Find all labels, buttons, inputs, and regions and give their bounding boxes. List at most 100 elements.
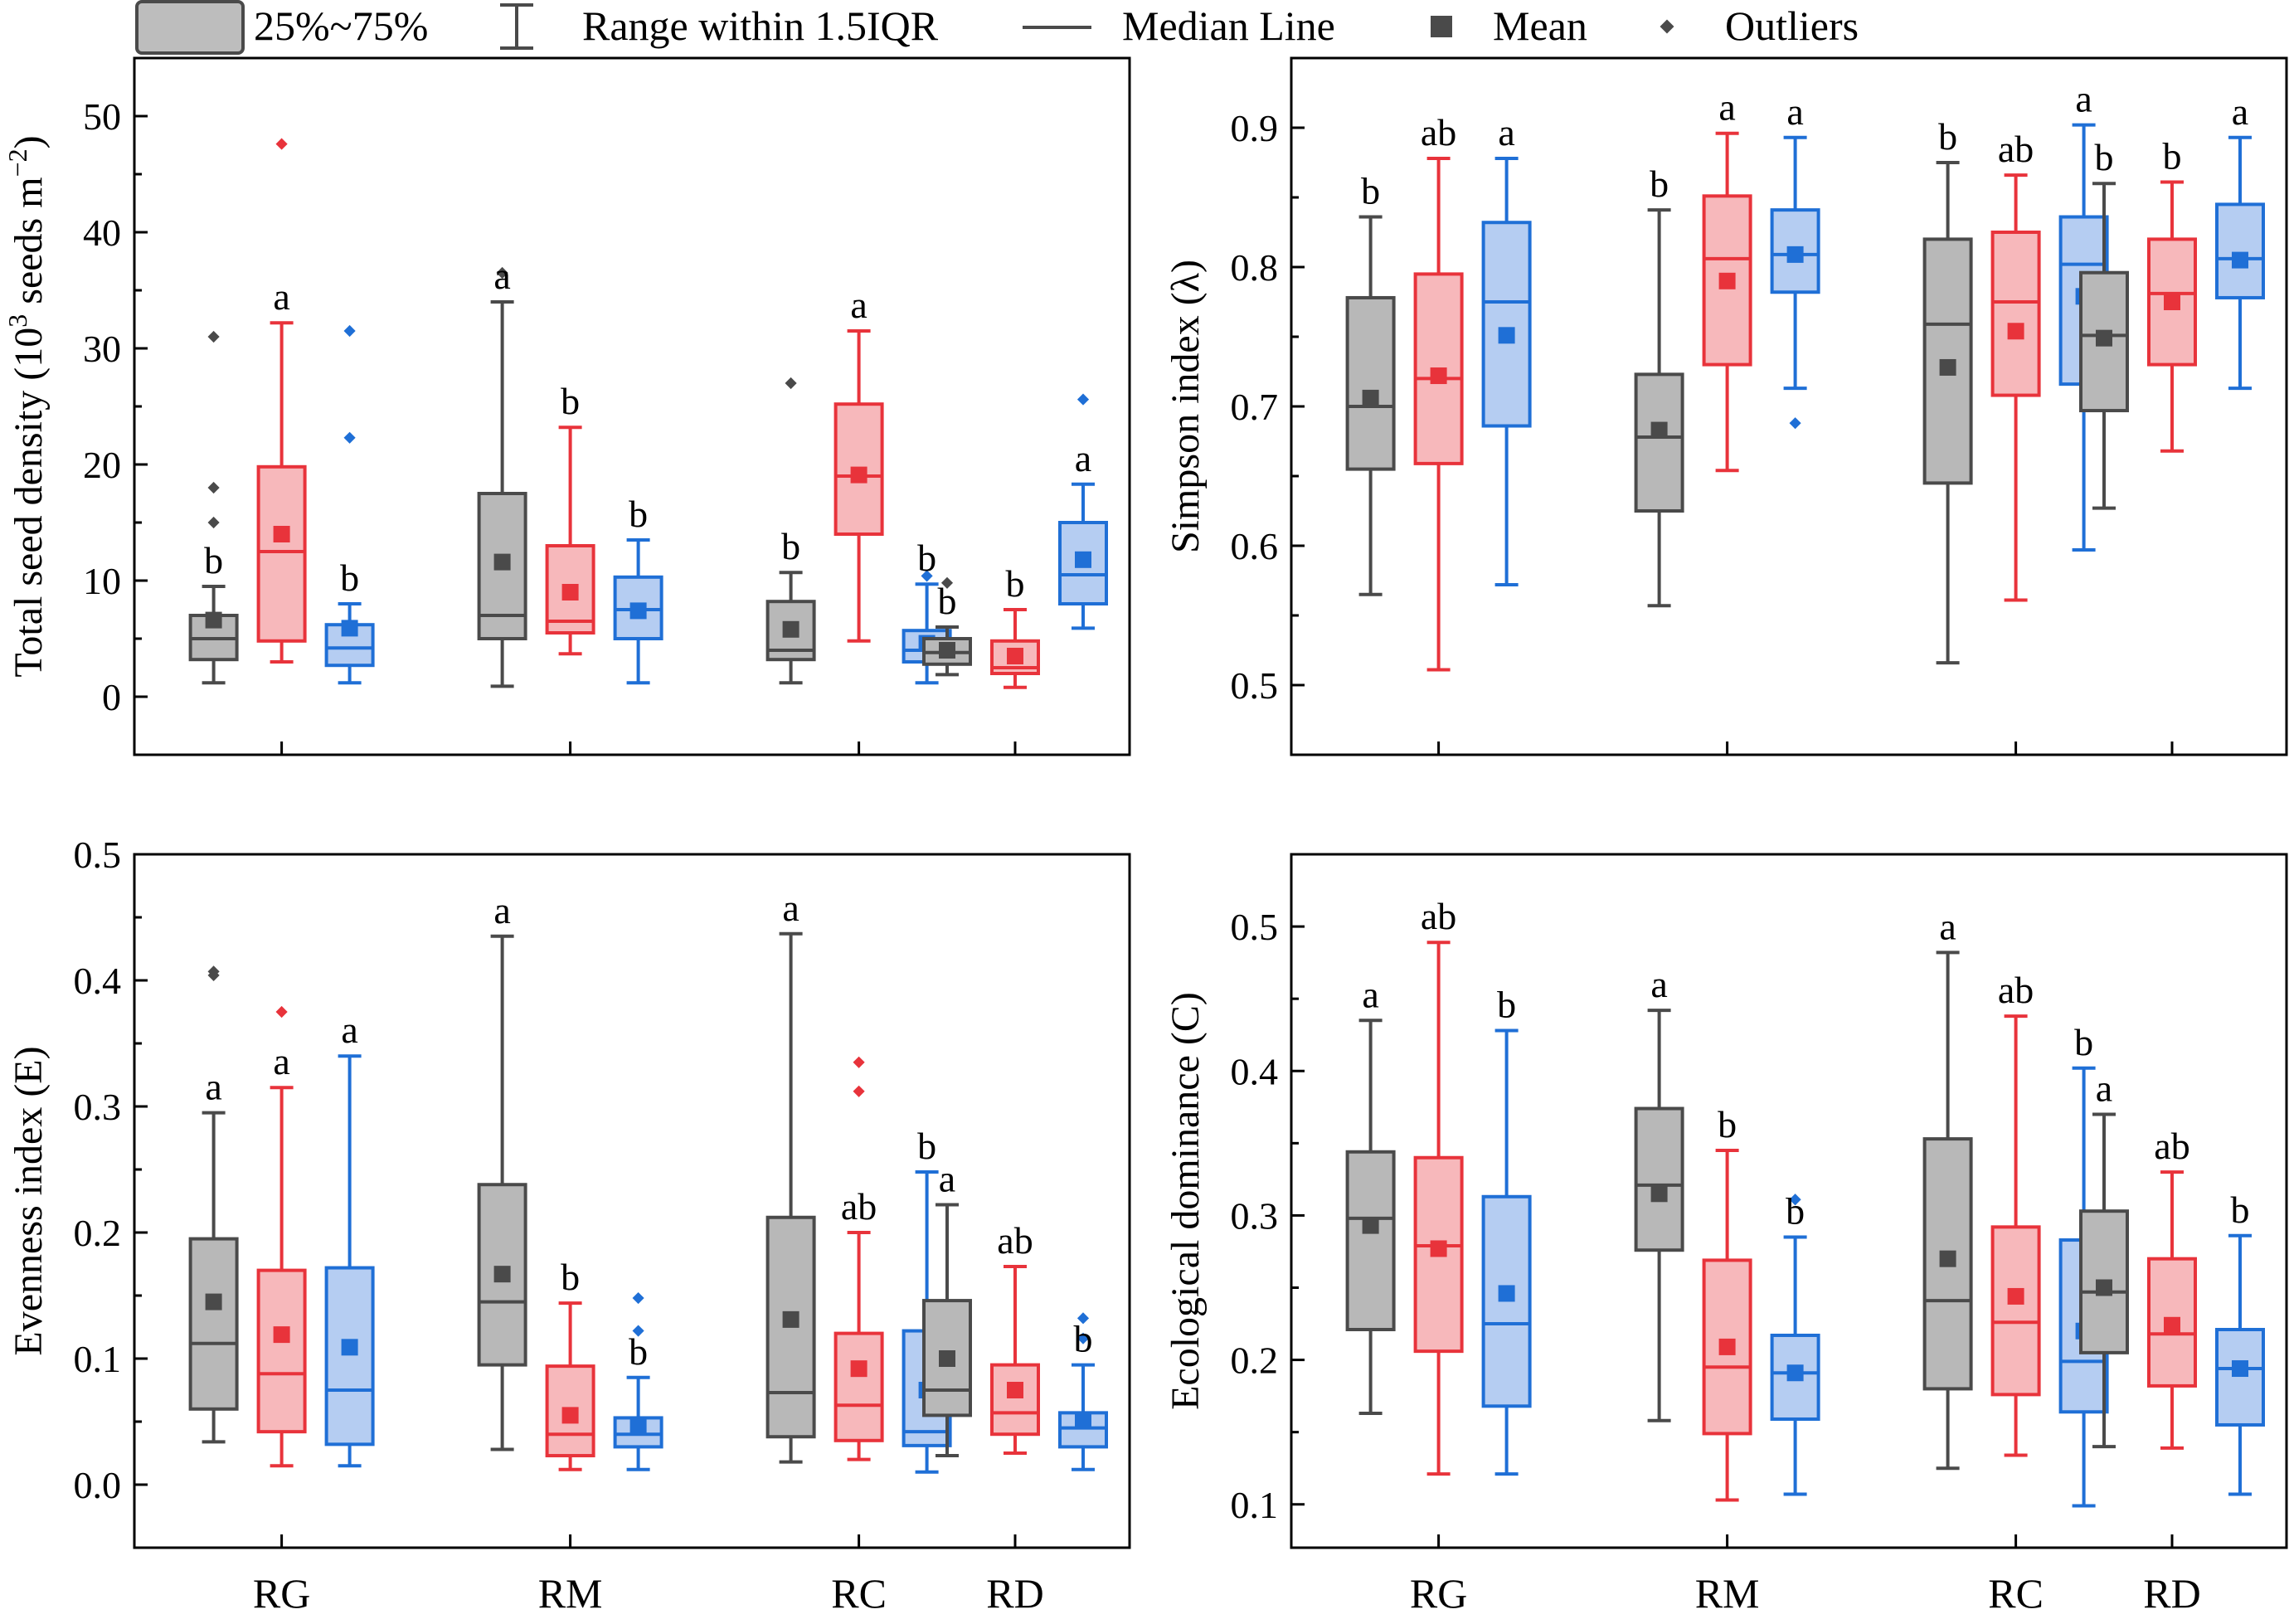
mean-marker — [1650, 421, 1668, 439]
significance-letter: b — [1497, 983, 1516, 1025]
iqr-box — [188, 1237, 239, 1411]
significance-letter: ab — [2154, 1125, 2189, 1167]
y-axis-label: Total seed density (103 seeds m−2) — [2, 135, 51, 677]
mean-marker — [1939, 358, 1956, 376]
x-category-label: RC — [1988, 1570, 2044, 1617]
mean-marker — [1786, 246, 1804, 263]
box-RD-red: ab — [2147, 1125, 2197, 1450]
box-RG-blue: b — [324, 324, 375, 685]
y-tick-label: 0.5 — [1231, 664, 1279, 707]
y-tick-label: 0.5 — [1231, 906, 1279, 948]
y-tick-label: 0.2 — [1231, 1340, 1279, 1382]
outlier-marker — [632, 1291, 644, 1305]
box-RM-red: a — [1702, 86, 1752, 473]
box-RC-red: a — [833, 284, 884, 643]
mean-marker — [850, 466, 867, 484]
significance-letter: a — [493, 255, 510, 297]
mean-marker — [1498, 327, 1515, 344]
y-tick-label: 0 — [102, 676, 121, 718]
box-RG-gray: a — [1345, 973, 1396, 1416]
y-tick-label: 0.4 — [74, 960, 122, 1002]
outlier-marker — [1076, 1332, 1090, 1344]
y-tick-label: 0.2 — [74, 1212, 122, 1254]
box-RD-red: b — [2147, 135, 2197, 453]
significance-letter: ab — [997, 1219, 1033, 1262]
mean-marker — [561, 1407, 579, 1424]
mean-marker — [2232, 251, 2248, 269]
significance-letter: b — [340, 557, 359, 599]
x-category-label: RC — [831, 1570, 887, 1617]
y-tick-label: 40 — [83, 212, 121, 254]
legend-iqr-swatch — [135, 0, 245, 55]
mean-marker — [205, 611, 222, 629]
y-tick-label: 50 — [83, 95, 121, 138]
significance-letter: b — [561, 1256, 580, 1298]
box-RG-gray: b — [188, 330, 239, 685]
iqr-box — [1770, 208, 1820, 294]
box-RG-red: a — [256, 1005, 307, 1468]
box-RG-red: ab — [1413, 111, 1464, 672]
mean-marker — [1007, 1382, 1023, 1398]
y-axis-label: Evenness index (E) — [7, 1046, 51, 1355]
significance-letter: b — [1361, 170, 1380, 212]
mean-marker — [1430, 367, 1447, 385]
significance-letter: b — [917, 537, 936, 579]
plot-frame — [133, 56, 1131, 756]
significance-letter: ab — [841, 1185, 877, 1228]
box-RD-blue: b — [1058, 1312, 1108, 1471]
outlier-marker — [207, 965, 220, 978]
x-category-label: RM — [538, 1570, 603, 1617]
iqr-box — [2215, 1328, 2265, 1427]
mean-marker — [2096, 1279, 2112, 1296]
significance-letter: b — [938, 580, 957, 622]
significance-letter: b — [629, 493, 648, 535]
outlier-marker — [496, 266, 508, 280]
mean-marker — [1650, 1185, 1668, 1203]
y-tick-label: 0.4 — [1231, 1050, 1279, 1092]
box-RC-gray: b — [765, 377, 816, 685]
box-RM-gray: b — [1634, 163, 1684, 608]
significance-letter: ab — [1998, 128, 2034, 170]
outlier-marker — [853, 1085, 865, 1097]
y-tick-label: 0.7 — [1231, 386, 1279, 428]
y-tick-label: 30 — [83, 328, 121, 370]
box-RG-blue: a — [324, 1009, 375, 1468]
legend-median-label: Median Line — [1122, 2, 1335, 49]
mean-marker — [1430, 1240, 1447, 1257]
significance-letter: b — [2231, 1189, 2250, 1231]
outlier-marker — [207, 481, 220, 494]
box-RM-blue: b — [613, 1291, 663, 1471]
outlier-marker — [343, 431, 356, 444]
box-RC-red: ab — [833, 1056, 884, 1461]
significance-letter: ab — [1421, 111, 1456, 153]
box-RG-red: ab — [1413, 895, 1464, 1476]
y-axis-label: Ecological dominance (C) — [1164, 992, 1208, 1410]
outlier-marker — [921, 570, 933, 582]
x-category-label: RG — [1410, 1570, 1467, 1617]
box-RD-red: b — [990, 562, 1040, 689]
significance-letter: b — [1074, 1318, 1093, 1360]
mean-marker — [2096, 329, 2112, 347]
box-RM-gray: a — [1634, 963, 1684, 1422]
panel-4: 0.1 0.2 0.3 0.4 0.5 Ecological dominance (C) R… — [1164, 853, 2288, 1617]
box-RD-blue: a — [1058, 393, 1108, 630]
significance-letter: a — [1939, 905, 1956, 947]
legend: 25%~75% Range within 1.5IQR Median Line … — [135, 0, 1859, 55]
significance-letter: a — [1498, 111, 1514, 153]
legend-mean-glyph — [1431, 16, 1452, 37]
significance-letter: a — [273, 1040, 289, 1082]
mean-marker — [2007, 323, 2024, 340]
legend-range-label: Range within 1.5IQR — [582, 2, 939, 49]
iqr-box — [324, 1266, 375, 1447]
mean-marker — [493, 1266, 511, 1283]
x-category-label: RD — [986, 1570, 1043, 1617]
mean-marker — [1075, 551, 1091, 568]
mean-marker — [2164, 1316, 2180, 1334]
iqr-box — [256, 464, 307, 643]
y-tick-label: 0.3 — [1231, 1194, 1279, 1237]
iqr-box — [990, 1363, 1040, 1437]
outlier-marker — [1076, 393, 1090, 406]
y-tick-label: 0.8 — [1231, 246, 1279, 289]
